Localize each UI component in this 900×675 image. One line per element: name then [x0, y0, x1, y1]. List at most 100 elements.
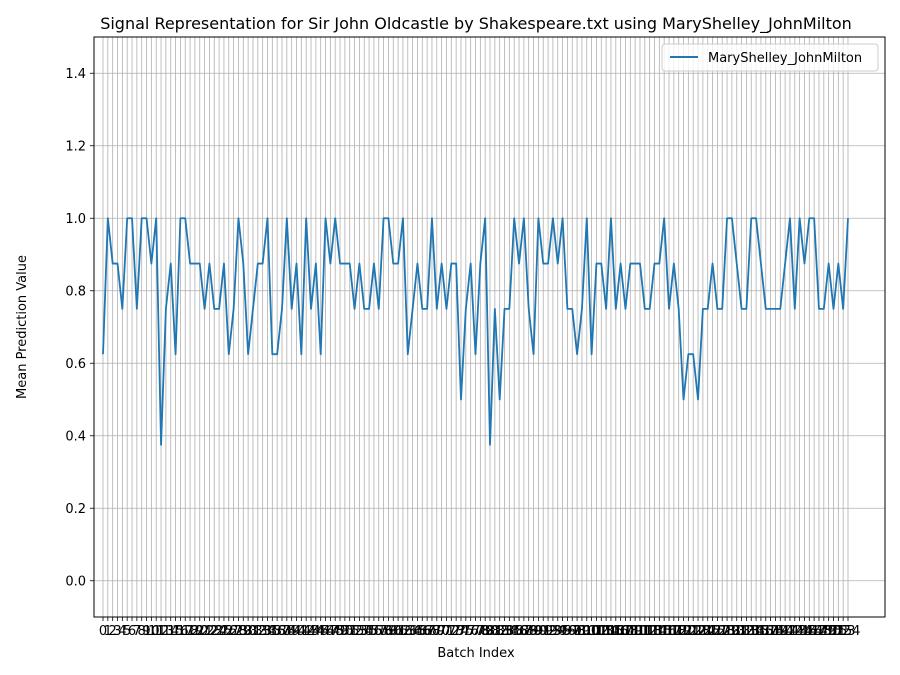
x-tick-label: 2 [109, 624, 117, 639]
x-tick-label: 97 [564, 624, 581, 639]
x-tick-label: 66 [414, 624, 431, 639]
x-tick-label: 53 [351, 624, 368, 639]
legend: MaryShelley_JohnMilton [661, 43, 879, 72]
x-tick-label: 136 [749, 624, 774, 639]
x-tick-label: 91 [535, 624, 552, 639]
x-tick-label: 138 [758, 624, 783, 639]
x-tick-label: 100 [574, 624, 599, 639]
x-tick-label: 89 [525, 624, 542, 639]
x-tick-label: 120 [671, 624, 696, 639]
x-tick-label: 71 [438, 624, 455, 639]
y-axis-ticks: 0.0 0.2 0.4 0.6 0.8 1.0 1.2 1.4 [65, 67, 94, 589]
x-tick-label: 110 [623, 624, 648, 639]
x-tick-label: 45 [312, 624, 329, 639]
x-tick-label: 68 [424, 624, 441, 639]
x-tick-label: 134 [739, 624, 764, 639]
x-tick-label: 67 [419, 624, 436, 639]
x-tick-label: 13 [158, 624, 175, 639]
x-tick-label: 30 [240, 624, 257, 639]
x-tick-label: 135 [744, 624, 769, 639]
x-tick-label: 121 [676, 624, 701, 639]
x-tick-label: 93 [545, 624, 562, 639]
chart-title: Signal Representation for Sir John Oldca… [100, 14, 852, 34]
x-tick-label: 69 [429, 624, 446, 639]
x-tick-label: 90 [530, 624, 547, 639]
x-tick-label: 56 [366, 624, 383, 639]
x-tick-label: 117 [657, 624, 682, 639]
x-tick-label: 60 [385, 624, 402, 639]
x-tick-label: 3 [113, 624, 121, 639]
x-tick-label: 49 [332, 624, 349, 639]
x-tick-label: 16 [172, 624, 189, 639]
x-tick-label: 52 [346, 624, 363, 639]
series-layer [102, 217, 849, 446]
y-tick-label: 0.8 [65, 284, 86, 299]
x-tick-label: 46 [317, 624, 334, 639]
x-tick-label: 114 [642, 624, 667, 639]
x-tick-label: 152 [826, 624, 851, 639]
x-tick-label: 12 [153, 624, 170, 639]
x-tick-label: 107 [608, 624, 633, 639]
x-tick-label: 115 [647, 624, 672, 639]
x-tick-label: 139 [763, 624, 788, 639]
x-tick-label: 42 [298, 624, 315, 639]
x-tick-label: 8 [138, 624, 146, 639]
x-tick-label: 18 [182, 624, 199, 639]
x-tick-label: 79 [477, 624, 494, 639]
x-tick-label: 153 [831, 624, 856, 639]
x-tick-label: 116 [652, 624, 677, 639]
x-tick-label: 87 [516, 624, 533, 639]
x-tick-label: 50 [337, 624, 354, 639]
x-tick-label: 44 [308, 624, 325, 639]
x-tick-label: 19 [187, 624, 204, 639]
x-tick-label: 92 [540, 624, 557, 639]
x-tick-label: 51 [341, 624, 358, 639]
x-tick-label: 128 [710, 624, 735, 639]
x-tick-label: 54 [356, 624, 373, 639]
y-tick-label: 0.4 [65, 429, 86, 444]
x-tick-label: 88 [520, 624, 537, 639]
x-tick-label: 129 [715, 624, 740, 639]
x-tick-label: 96 [559, 624, 576, 639]
x-tick-label: 17 [177, 624, 194, 639]
x-tick-label: 151 [821, 624, 846, 639]
x-tick-label: 70 [433, 624, 450, 639]
x-tick-label: 119 [666, 624, 691, 639]
x-tick-label: 146 [797, 624, 822, 639]
x-tick-label: 4 [118, 624, 126, 639]
x-tick-label: 37 [274, 624, 291, 639]
x-tick-label: 123 [686, 624, 711, 639]
x-tick-label: 63 [399, 624, 416, 639]
x-tick-label: 141 [773, 624, 798, 639]
x-tick-label: 148 [807, 624, 832, 639]
x-tick-label: 22 [201, 624, 218, 639]
x-tick-label: 62 [395, 624, 412, 639]
x-tick-label: 29 [235, 624, 252, 639]
x-tick-label: 105 [599, 624, 624, 639]
x-tick-label: 104 [594, 624, 619, 639]
x-tick-label: 127 [705, 624, 730, 639]
x-tick-label: 47 [322, 624, 339, 639]
x-tick-label: 35 [264, 624, 281, 639]
x-tick-label: 73 [448, 624, 465, 639]
x-tick-label: 84 [501, 624, 518, 639]
plot-frame [93, 36, 886, 618]
x-tick-label: 77 [467, 624, 484, 639]
x-tick-label: 65 [409, 624, 426, 639]
x-tick-label: 111 [628, 624, 653, 639]
x-tick-label: 108 [613, 624, 638, 639]
x-tick-label: 9 [142, 624, 150, 639]
x-tick-label: 72 [443, 624, 460, 639]
x-tick-label: 43 [303, 624, 320, 639]
x-tick-label: 33 [254, 624, 271, 639]
y-axis-label: Mean Prediction Value [15, 255, 30, 399]
y-grid [94, 72, 885, 582]
x-grid [102, 37, 849, 617]
x-tick-label: 113 [637, 624, 662, 639]
series-line [102, 217, 849, 446]
x-tick-label: 101 [579, 624, 604, 639]
y-tick-label: 1.2 [65, 139, 86, 154]
x-tick-label: 140 [768, 624, 793, 639]
legend-box [661, 43, 879, 72]
